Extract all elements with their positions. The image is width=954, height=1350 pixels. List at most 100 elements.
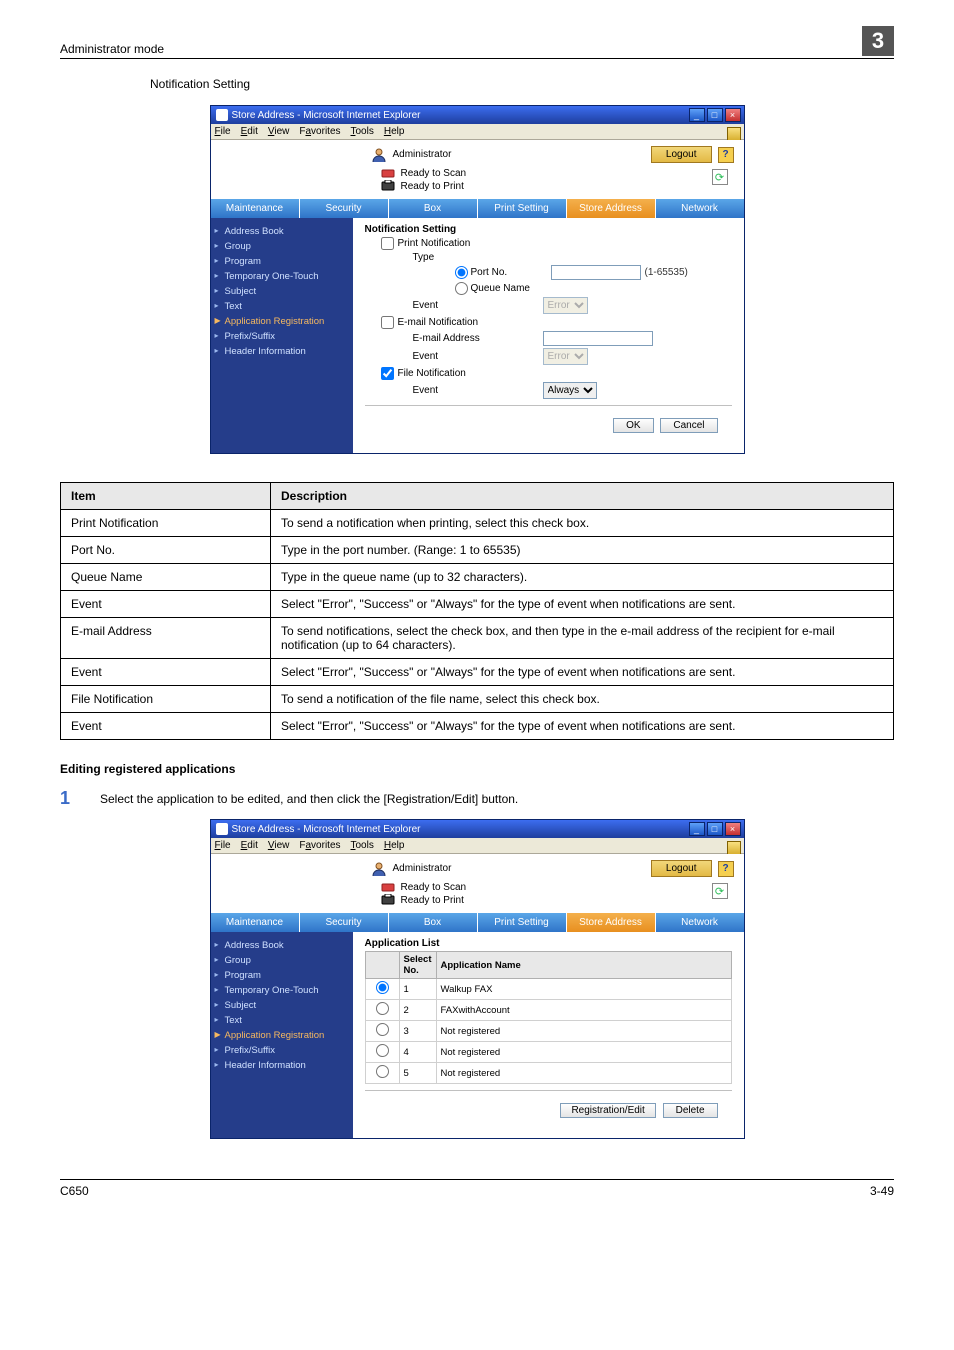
queue-name-radio[interactable] (455, 282, 468, 295)
tab-box[interactable]: Box (389, 913, 478, 932)
sidebar-item-prefix-suffix[interactable]: Prefix/Suffix (211, 1043, 353, 1058)
sidebar-item-address-book[interactable]: Address Book (211, 224, 353, 239)
email-notification-label: E-mail Notification (398, 317, 479, 328)
close-button[interactable]: × (725, 108, 741, 122)
logout-button[interactable]: Logout (651, 860, 712, 877)
menu-favorites[interactable]: Favorites (299, 126, 340, 137)
app-row-radio[interactable] (376, 1002, 389, 1015)
minimize-button[interactable]: _ (689, 822, 705, 836)
file-notification-label: File Notification (398, 368, 466, 379)
port-no-input[interactable] (551, 265, 641, 280)
event-label-1: Event (413, 300, 543, 311)
maximize-button[interactable]: □ (707, 822, 723, 836)
sidebar-item-group[interactable]: Group (211, 239, 353, 254)
app-row-name: Not registered (436, 1063, 731, 1084)
menu-edit[interactable]: Edit (241, 126, 258, 137)
col-app-name: Application Name (436, 952, 731, 979)
port-no-radio[interactable] (455, 266, 468, 279)
tab-maintenance[interactable]: Maintenance (211, 199, 300, 218)
desc-cell: Select "Error", "Success" or "Always" fo… (271, 713, 894, 740)
menu-tools[interactable]: Tools (351, 126, 374, 137)
window-title-2: Store Address - Microsoft Internet Explo… (232, 824, 421, 835)
help-icon[interactable]: ? (718, 147, 734, 163)
maximize-button[interactable]: □ (707, 108, 723, 122)
menu-help[interactable]: Help (384, 840, 405, 851)
refresh-icon[interactable]: ⟳ (712, 883, 728, 899)
menu-file[interactable]: File (215, 840, 231, 851)
app-row-radio[interactable] (376, 1065, 389, 1078)
sidebar-item-text[interactable]: Text (211, 299, 353, 314)
titlebar: Store Address - Microsoft Internet Explo… (211, 106, 744, 124)
logout-button[interactable]: Logout (651, 146, 712, 163)
sidebar-item-group[interactable]: Group (211, 953, 353, 968)
tab-security[interactable]: Security (300, 199, 389, 218)
item-cell: Event (61, 659, 271, 686)
tab-box[interactable]: Box (389, 199, 478, 218)
item-cell: E-mail Address (61, 618, 271, 659)
help-icon[interactable]: ? (718, 861, 734, 877)
close-button[interactable]: × (725, 822, 741, 836)
registration-edit-button[interactable]: Registration/Edit (560, 1103, 655, 1118)
tab-print-setting[interactable]: Print Setting (478, 199, 567, 218)
col-select (365, 952, 399, 979)
sidebar-item-temp-onetouch[interactable]: Temporary One-Touch (211, 983, 353, 998)
tab-store-address[interactable]: Store Address (567, 913, 656, 932)
sidebar-item-prefix-suffix[interactable]: Prefix/Suffix (211, 329, 353, 344)
menu-view[interactable]: View (268, 126, 290, 137)
sidebar-item-subject[interactable]: Subject (211, 998, 353, 1013)
email-notification-checkbox[interactable] (381, 316, 394, 329)
tab-security[interactable]: Security (300, 913, 389, 932)
status-print: Ready to Print (401, 895, 464, 906)
table-row: 5Not registered (365, 1063, 731, 1084)
sidebar-item-header-information[interactable]: Header Information (211, 344, 353, 359)
app-row-radio[interactable] (376, 1044, 389, 1057)
sidebar-item-header-information[interactable]: Header Information (211, 1058, 353, 1073)
menu-tools[interactable]: Tools (351, 840, 374, 851)
minimize-button[interactable]: _ (689, 108, 705, 122)
sidebar-item-address-book[interactable]: Address Book (211, 938, 353, 953)
sidebar-item-application-registration[interactable]: Application Registration (211, 1028, 353, 1043)
event-select-3[interactable]: Always (543, 382, 597, 399)
app-row-radio[interactable] (376, 981, 389, 994)
tab-maintenance[interactable]: Maintenance (211, 913, 300, 932)
menu-favorites[interactable]: Favorites (299, 840, 340, 851)
app-row-no: 2 (399, 1000, 436, 1021)
event-select-2[interactable]: Error (543, 348, 588, 365)
sidebar-item-temp-onetouch[interactable]: Temporary One-Touch (211, 269, 353, 284)
item-cell: Event (61, 591, 271, 618)
cancel-button[interactable]: Cancel (660, 418, 717, 433)
tab-bar-2: Maintenance Security Box Print Setting S… (211, 913, 744, 932)
application-list-table: Select No. Application Name 1Walkup FAX … (365, 951, 732, 1084)
app-row-no: 4 (399, 1042, 436, 1063)
menu-view[interactable]: View (268, 840, 290, 851)
table-row: Queue NameType in the queue name (up to … (61, 564, 894, 591)
email-address-input[interactable] (543, 331, 653, 346)
item-cell: Port No. (61, 537, 271, 564)
screenshot-notification-setting: Store Address - Microsoft Internet Explo… (60, 105, 894, 454)
sidebar-item-application-registration[interactable]: Application Registration (211, 314, 353, 329)
menu-file[interactable]: File (215, 126, 231, 137)
tab-network[interactable]: Network (656, 913, 744, 932)
table-row: 4Not registered (365, 1042, 731, 1063)
queue-name-label: Queue Name (471, 283, 551, 294)
app-row-radio[interactable] (376, 1023, 389, 1036)
sidebar-item-text[interactable]: Text (211, 1013, 353, 1028)
print-icon (381, 894, 395, 906)
main-panel: Notification Setting Print Notification … (353, 218, 744, 453)
tab-print-setting[interactable]: Print Setting (478, 913, 567, 932)
file-notification-checkbox[interactable] (381, 367, 394, 380)
delete-button[interactable]: Delete (663, 1103, 718, 1118)
ok-button[interactable]: OK (613, 418, 653, 433)
event-select-1[interactable]: Error (543, 297, 588, 314)
tab-store-address[interactable]: Store Address (567, 199, 656, 218)
menu-help[interactable]: Help (384, 126, 405, 137)
sidebar-item-program[interactable]: Program (211, 254, 353, 269)
refresh-icon[interactable]: ⟳ (712, 169, 728, 185)
tab-network[interactable]: Network (656, 199, 744, 218)
sidebar-item-program[interactable]: Program (211, 968, 353, 983)
table-row: Port No.Type in the port number. (Range:… (61, 537, 894, 564)
sidebar-item-subject[interactable]: Subject (211, 284, 353, 299)
section-heading-editing: Editing registered applications (60, 762, 894, 776)
menu-edit[interactable]: Edit (241, 840, 258, 851)
print-notification-checkbox[interactable] (381, 237, 394, 250)
